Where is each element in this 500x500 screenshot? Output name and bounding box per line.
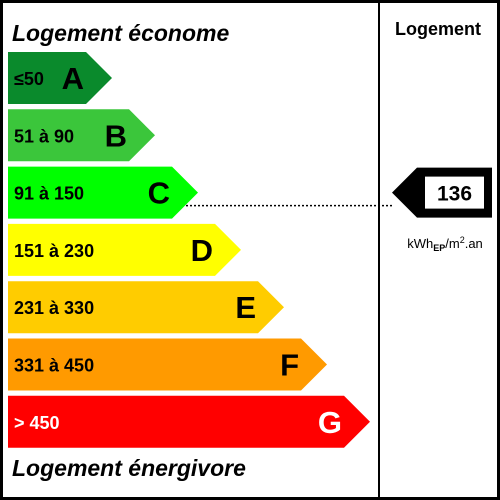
class-range-label: 331 à 450 bbox=[14, 356, 94, 376]
unit-sub: EP bbox=[433, 243, 445, 253]
class-range-label: 151 à 230 bbox=[14, 241, 94, 261]
class-bar-f: 331 à 450 F bbox=[8, 338, 327, 391]
bottom-title: Logement énergivore bbox=[12, 455, 246, 481]
unit-main: kWh bbox=[407, 236, 433, 251]
consumption-indicator: 136 bbox=[392, 167, 492, 218]
class-letter-label: F bbox=[280, 348, 299, 383]
class-bar-c: 91 à 150 C bbox=[8, 166, 198, 219]
unit-mid: /m bbox=[445, 236, 459, 251]
indicator-unit: kWhEP/m2.an bbox=[407, 235, 483, 253]
class-letter-label: D bbox=[191, 233, 213, 268]
class-bar-shape bbox=[8, 52, 112, 104]
class-range-label: 231 à 330 bbox=[14, 298, 94, 318]
top-title: Logement économe bbox=[12, 20, 229, 46]
class-bar-e: 231 à 330 E bbox=[8, 281, 284, 334]
class-bar-shape bbox=[8, 166, 198, 219]
class-bar-shape bbox=[8, 109, 155, 162]
class-bar-shape bbox=[8, 281, 284, 334]
class-range-label: 91 à 150 bbox=[14, 184, 84, 204]
column-title: Logement bbox=[395, 19, 481, 39]
class-range-label: > 450 bbox=[14, 413, 60, 433]
class-range-label: ≤50 bbox=[14, 69, 44, 89]
class-bar-g: > 450 G bbox=[8, 395, 370, 448]
class-bar-shape bbox=[8, 338, 327, 391]
class-bar-d: 151 à 230 D bbox=[8, 223, 241, 276]
class-bar-b: 51 à 90 B bbox=[8, 109, 155, 162]
class-letter-label: A bbox=[62, 61, 84, 96]
class-bars: ≤50 A 51 à 90 B 91 à 150 C 151 à 230 D 231 à 330… bbox=[8, 52, 370, 448]
class-bar-shape bbox=[8, 223, 241, 276]
indicator-value-box bbox=[425, 176, 484, 209]
class-letter-label: E bbox=[235, 290, 256, 325]
class-letter-label: B bbox=[105, 118, 127, 153]
class-range-label: 51 à 90 bbox=[14, 126, 74, 146]
indicator-value: 136 bbox=[437, 183, 472, 206]
class-bar-a: ≤50 A bbox=[8, 52, 112, 104]
class-letter-label: C bbox=[148, 176, 170, 211]
class-bar-shape bbox=[8, 395, 370, 448]
class-letter-label: G bbox=[318, 405, 342, 440]
unit-end: .an bbox=[465, 236, 483, 251]
unit-sup: 2 bbox=[460, 235, 465, 245]
